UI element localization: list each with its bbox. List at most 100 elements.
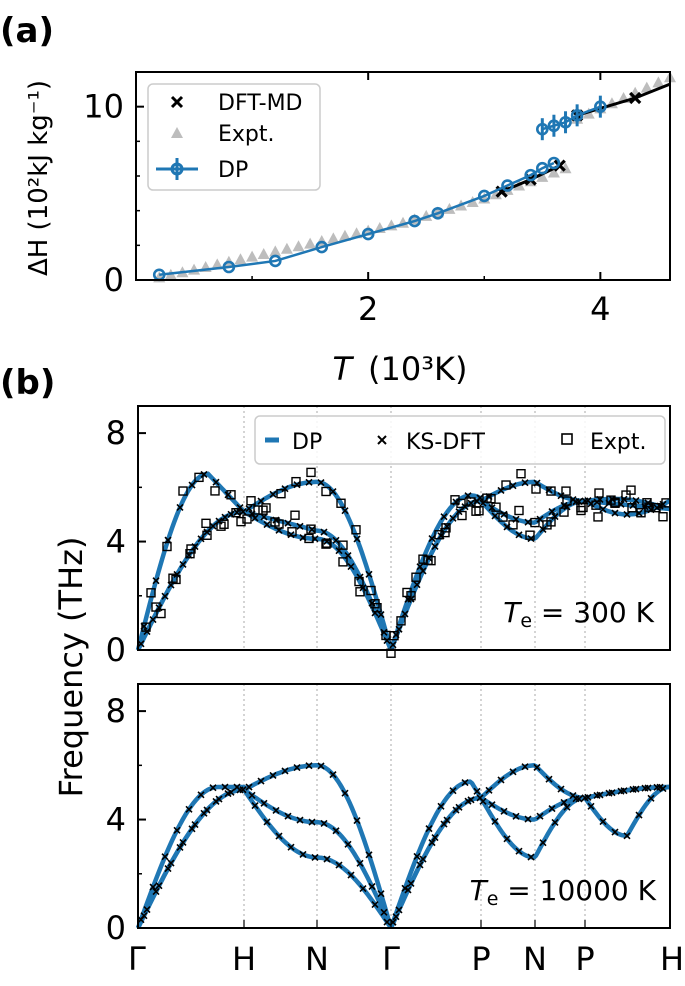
ks-dft-stroke: [599, 817, 607, 826]
ks-dft-point: [263, 818, 271, 826]
ks-dft-stroke: [572, 795, 580, 803]
ks-dft-point: [341, 789, 349, 797]
expt-square: [482, 493, 492, 503]
ks-dft-stroke: [428, 535, 436, 543]
ks-dft-stroke: [389, 641, 397, 649]
ks-dft-stroke: [587, 802, 595, 810]
ks-dft-point: [320, 819, 328, 827]
kpoint-label: H: [232, 940, 256, 978]
ks-dft-stroke: [203, 528, 211, 536]
expt-point: [327, 232, 340, 244]
ks-dft-stroke: [644, 784, 652, 792]
legend-expt-marker: [171, 127, 183, 138]
ks-dft-point: [209, 784, 217, 792]
expt-square: [576, 502, 586, 513]
ks-dft-stroke: [263, 818, 271, 826]
expt-square: [246, 496, 256, 506]
ks-dft-stroke: [545, 775, 553, 783]
ks-dft-point: [599, 817, 607, 826]
ks-dft-point: [269, 490, 277, 498]
expt-square: [276, 488, 286, 499]
expt-square: [474, 506, 484, 516]
ks-dft-point: [515, 531, 523, 539]
expt-point: [234, 253, 247, 265]
ks-dft-stroke: [275, 832, 283, 840]
ks-dft-stroke: [608, 789, 616, 797]
ks-dft-stroke: [251, 514, 259, 522]
expt-square: [156, 608, 166, 619]
ks-dft-stroke: [308, 818, 316, 826]
ks-dft-stroke: [524, 518, 532, 526]
ks-dft-point: [497, 776, 505, 784]
expt-square: [542, 520, 552, 530]
ks-dft-stroke: [299, 850, 307, 859]
ks-dft-stroke: [341, 507, 349, 515]
dp-point: [361, 227, 375, 241]
ks-dft-stroke: [344, 840, 352, 848]
ks-dft-point: [512, 812, 520, 820]
annotation-top: Te = 300 K: [503, 596, 654, 632]
ks-dft-stroke: [437, 802, 445, 810]
expt-square: [201, 518, 211, 529]
ks-dft-stroke: [284, 812, 292, 820]
ks-dft-point: [248, 791, 256, 799]
ks-dft-point: [344, 840, 352, 848]
annotation-bottom: Te = 10000 K: [470, 874, 657, 910]
ks-dft-stroke: [317, 478, 325, 487]
ks-dft-point: [524, 815, 532, 823]
legend-dp-marker: [156, 158, 198, 180]
ks-dft-stroke: [560, 798, 568, 806]
ks-dft-stroke: [449, 787, 457, 795]
expt-square: [261, 503, 271, 513]
expt-square: [354, 576, 364, 587]
ks-dft-point: [473, 787, 481, 795]
ks-dft-point: [359, 884, 367, 893]
ks-dft-stroke: [251, 802, 259, 810]
expt-square: [306, 524, 316, 534]
ks-dft-stroke: [488, 801, 496, 809]
expt-square: [644, 502, 654, 512]
ks-dft-point: [281, 767, 289, 775]
ks-dft-stroke: [659, 500, 667, 508]
ks-dft-stroke: [407, 879, 415, 888]
dp-point: [547, 119, 561, 133]
expt-square: [621, 490, 631, 500]
ks-dft-stroke: [293, 481, 301, 489]
phonon-legend-box: [254, 415, 666, 465]
ks-dft-stroke: [365, 851, 373, 859]
ks-dft-point: [188, 481, 196, 489]
ks-dft-stroke: [347, 562, 355, 571]
expt-square: [559, 507, 569, 517]
dp-point: [570, 109, 584, 122]
ks-dft-point: [353, 535, 361, 543]
x-tick-label: 2: [358, 290, 378, 328]
ks-dft-point: [152, 577, 160, 585]
ks-dft-point: [509, 768, 517, 776]
dp-point: [222, 260, 236, 274]
ks-dft-point: [587, 802, 595, 810]
y-tick-label-b: 0: [106, 909, 126, 947]
ks-dft-stroke: [401, 884, 409, 892]
ks-dft-point: [389, 641, 397, 649]
ks-dft-stroke: [161, 592, 169, 600]
ks-dft-stroke: [272, 806, 280, 814]
expt-point: [188, 263, 201, 275]
ks-dft-stroke: [551, 818, 559, 827]
kpoint-label: N: [305, 940, 329, 978]
ks-dft-stroke: [539, 839, 547, 847]
ks-dft-stroke: [521, 763, 529, 771]
phonon-legend: DP KS-DFT Expt.: [254, 415, 666, 465]
ks-dft-stroke: [413, 581, 421, 589]
ks-dft-point: [299, 850, 307, 859]
ks-dft-point: [419, 855, 427, 863]
ks-dft-point: [329, 771, 337, 779]
ks-dft-point: [176, 843, 184, 851]
ks-dft-stroke: [380, 908, 388, 916]
legend-ks-dft-marker: [377, 435, 387, 445]
ks-dft-point: [635, 811, 643, 819]
ks-dft-stroke: [149, 883, 157, 891]
ks-dft-point: [320, 528, 328, 536]
ks-dft-point: [599, 505, 607, 513]
expt-square: [372, 602, 382, 613]
